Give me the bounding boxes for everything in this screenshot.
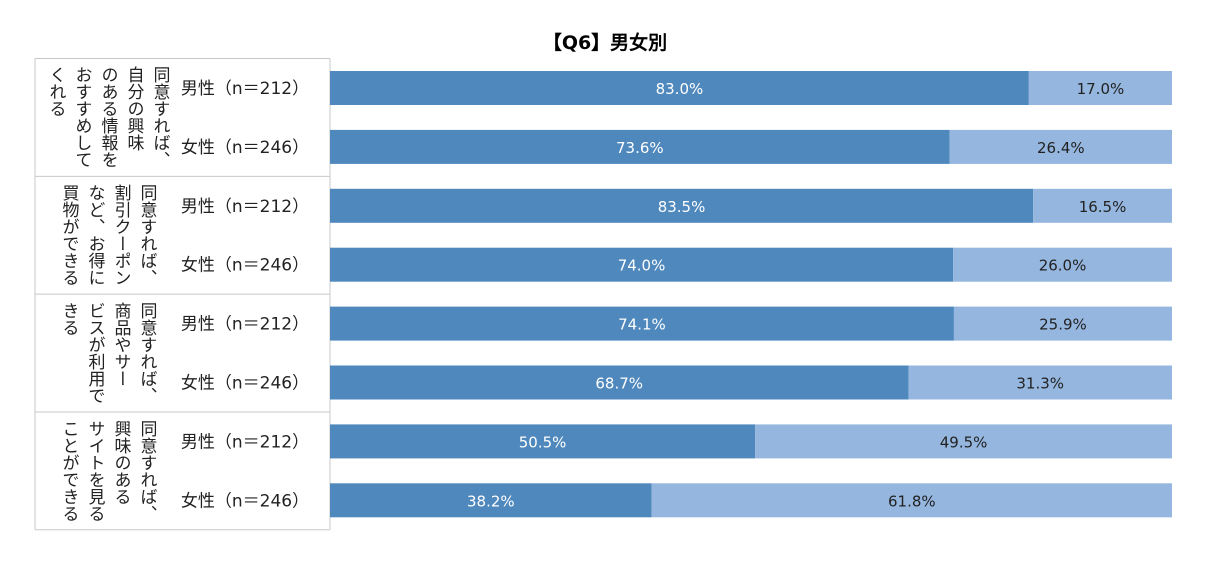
bar-segment-agree (330, 188, 1034, 223)
group-label-line: サイトを見る (84, 419, 105, 522)
bar-segment-other (755, 424, 1172, 459)
bar-segment-agree (330, 306, 954, 341)
group-label-line: 買物ができる (58, 184, 79, 287)
group-label-line: 同意すれば、 (149, 66, 170, 169)
data-label: 49.5% (940, 433, 988, 451)
group-label-text: 同意すれば、 商品やサー ビスが利用で きる (56, 302, 160, 404)
data-label: 50.5% (519, 433, 567, 451)
data-label: 26.0% (1039, 257, 1087, 275)
data-label: 68.7% (595, 375, 643, 393)
group-label-line: くれる (45, 66, 66, 118)
group-label: 同意すれば、 商品やサー ビスが利用で きる (37, 296, 178, 410)
bar-segment-other (1033, 188, 1172, 223)
group-label-line: きる (58, 302, 79, 337)
data-label: 73.6% (616, 139, 664, 157)
bar-segment-agree (330, 71, 1029, 105)
bar-segment-other (651, 483, 1172, 518)
data-label: 83.0% (656, 80, 704, 98)
group-label-line: 同意すれば、 (136, 419, 157, 522)
bar-segment-agree (330, 424, 756, 459)
data-label: 16.5% (1079, 198, 1127, 216)
group-label-line: ビスが利用で (84, 302, 105, 405)
row-label: 男性（n＝212） (181, 432, 309, 452)
group-label-line: 割引クーポン (110, 184, 131, 287)
data-label: 31.3% (1016, 375, 1064, 393)
bar-segment-other (908, 365, 1172, 400)
data-label: 83.5% (658, 198, 706, 216)
row-label: 女性（n＝246） (181, 256, 309, 276)
bar-segment-other (953, 306, 1172, 341)
row-label: 男性（n＝212） (181, 315, 309, 335)
chart-title: 【Q6】男女別 (542, 32, 668, 54)
row-label: 女性（n＝246） (181, 374, 309, 394)
data-label: 38.2% (467, 492, 515, 510)
data-label: 61.8% (888, 492, 936, 510)
group-label-line: おすすめして (71, 66, 92, 169)
group-label-text: 同意すれば、 自分の興味 のある情報を おすすめして くれる (43, 66, 173, 168)
group-label-line: 自分の興味 (123, 66, 144, 152)
bar-segment-agree (330, 129, 950, 164)
bar-segment-other (949, 129, 1172, 164)
row-label: 男性（n＝212） (181, 197, 309, 217)
group-label-line: のある情報を (97, 66, 118, 169)
bar-segment-agree (330, 247, 954, 282)
bar-segment-other (1028, 71, 1172, 105)
row-label: 女性（n＝246） (181, 491, 309, 511)
row-label: 男性（n＝212） (181, 79, 309, 99)
bar-segment-agree (330, 365, 909, 400)
group-label-text: 同意すれば、 興味のある サイトを見る ことができる (56, 420, 160, 522)
group-label: 同意すれば、 自分の興味 のある情報を おすすめして くれる (37, 61, 178, 175)
bar-segment-other (953, 247, 1172, 282)
group-label-line: 同意すれば、 (136, 302, 157, 405)
data-label: 26.4% (1037, 139, 1085, 157)
group-label: 同意すれば、 興味のある サイトを見る ことができる (37, 414, 178, 528)
data-label: 17.0% (1077, 80, 1125, 98)
data-label: 74.0% (618, 257, 666, 275)
data-label: 74.1% (618, 316, 666, 334)
data-label: 25.9% (1039, 316, 1087, 334)
group-label-line: 興味のある (110, 419, 131, 505)
group-label-text: 同意すれば、 割引クーポン など、お得に 買物ができる (56, 184, 160, 286)
row-label: 女性（n＝246） (181, 138, 309, 158)
group-label: 同意すれば、 割引クーポン など、お得に 買物ができる (37, 178, 178, 292)
group-label-line: ことができる (58, 419, 79, 522)
bar-segment-agree (330, 483, 652, 518)
group-label-line: 同意すれば、 (136, 184, 157, 287)
group-label-line: など、お得に (84, 184, 105, 287)
group-label-line: 商品やサー (110, 302, 131, 388)
